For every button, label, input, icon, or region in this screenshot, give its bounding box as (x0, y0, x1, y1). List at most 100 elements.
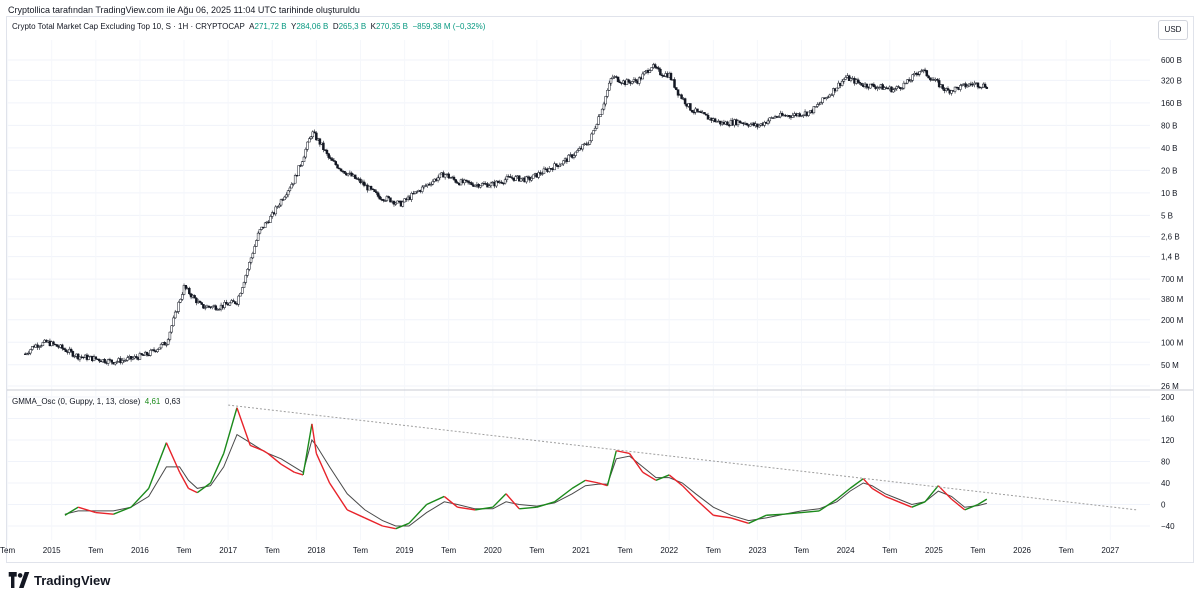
candle-body (936, 79, 939, 81)
candle-body (110, 359, 113, 363)
candle-body (39, 345, 43, 347)
candle-body (593, 127, 597, 131)
candle-body (73, 355, 76, 358)
candle-body (514, 176, 517, 181)
oscillator-name[interactable]: GMMA_Osc (0, Guppy, 1, 13, close) (12, 397, 141, 406)
candle-body (918, 71, 922, 75)
x-tick-label: Tem (970, 546, 985, 555)
candle-body (237, 295, 240, 305)
oscillator-y-axis: 200 160 120 80 40 0 −40 (1161, 393, 1175, 531)
candle-body (844, 77, 847, 80)
x-tick-label: Tem (353, 546, 368, 555)
signal-line (64, 433, 987, 527)
candle-body (876, 87, 879, 89)
candle-body (495, 180, 498, 187)
oscillator-segment (871, 487, 886, 498)
candle-body (375, 191, 378, 194)
candle-body (830, 94, 833, 96)
candle-body (489, 182, 493, 187)
candle-body (115, 361, 119, 363)
candle-body (121, 360, 124, 364)
candle-body (325, 149, 329, 154)
close-label: K (370, 22, 376, 31)
x-tick-label: 2026 (1013, 546, 1031, 555)
oscillator-segment (937, 485, 953, 500)
candle-body (256, 232, 260, 241)
candle-body (574, 151, 577, 156)
candle-body (198, 300, 202, 303)
candle-body (558, 164, 562, 167)
candle-body (253, 246, 256, 254)
x-tick-label: Tem (794, 546, 809, 555)
x-tick-label: 2015 (43, 546, 61, 555)
candle-body (892, 89, 895, 93)
candle-body (401, 201, 405, 207)
y-tick-label: 160 (1161, 415, 1175, 424)
candle-body (572, 155, 576, 158)
candle-body (964, 83, 967, 88)
candle-body (821, 97, 824, 103)
candle-body (780, 112, 784, 116)
oscillator-segment (668, 474, 683, 487)
oscillator-segment (536, 501, 555, 508)
candle-body (339, 168, 343, 172)
candle-body (387, 196, 390, 199)
x-tick-label: 2016 (131, 546, 149, 555)
candle-body (595, 124, 599, 129)
oscillator-segment (263, 450, 269, 455)
candle-body (592, 130, 595, 135)
symbol-label[interactable]: Crypto Total Market Cap Excluding Top 10… (12, 22, 245, 31)
candle-body (260, 226, 263, 230)
footer-brand[interactable]: TradingView (8, 570, 110, 590)
candle-body (338, 167, 341, 170)
candle-body (456, 182, 459, 184)
y-tick-label: 1,4 B (1161, 253, 1180, 262)
candle-body (436, 177, 440, 181)
candle-body (76, 353, 80, 360)
time-x-axis: Tem 2015 Tem 2016 Tem 2017 Tem 2018 Tem 2019 Tem 20… (0, 546, 1120, 555)
currency-button[interactable]: USD (1158, 20, 1188, 40)
candle-body (233, 301, 237, 304)
oscillator-segment (628, 453, 644, 473)
candle-body (659, 68, 662, 76)
candle-body (410, 193, 413, 200)
candle-body (925, 70, 929, 77)
candle-body (359, 178, 362, 184)
candle-body (893, 88, 897, 90)
oscillator-segment (315, 453, 331, 484)
candle-body (904, 82, 907, 85)
y-tick-label: 120 (1161, 436, 1175, 445)
candle-body (959, 85, 962, 90)
candle-body (424, 185, 427, 187)
candle-body (703, 112, 706, 115)
candle-body (94, 356, 98, 360)
candle-body (378, 196, 382, 200)
candle-body (248, 262, 251, 270)
candle-body (985, 87, 989, 89)
candle-body (567, 154, 570, 162)
oscillator-segment (148, 442, 168, 489)
oscillator-segment (113, 506, 132, 515)
candle-body (950, 90, 953, 94)
candle-body (239, 293, 242, 297)
candle-body (897, 86, 900, 88)
candle-body (828, 94, 832, 98)
candle-body (27, 352, 31, 355)
candle-body (283, 196, 286, 201)
trendline[interactable] (228, 404, 1137, 511)
y-tick-label: 40 (1161, 479, 1170, 488)
y-tick-label: 80 (1161, 458, 1170, 467)
oscillator-segment (382, 525, 396, 530)
candle-body (946, 88, 950, 91)
candle-body (653, 64, 657, 68)
candle-body (505, 176, 509, 181)
candle-body (129, 356, 133, 360)
oscillator-segment (267, 452, 282, 465)
oscillator-segment (223, 407, 238, 454)
candle-body (228, 302, 232, 306)
oscillator-segment (818, 498, 838, 512)
candle-body (749, 124, 752, 127)
oscillator-segment (681, 485, 697, 500)
candle-body (840, 80, 844, 86)
